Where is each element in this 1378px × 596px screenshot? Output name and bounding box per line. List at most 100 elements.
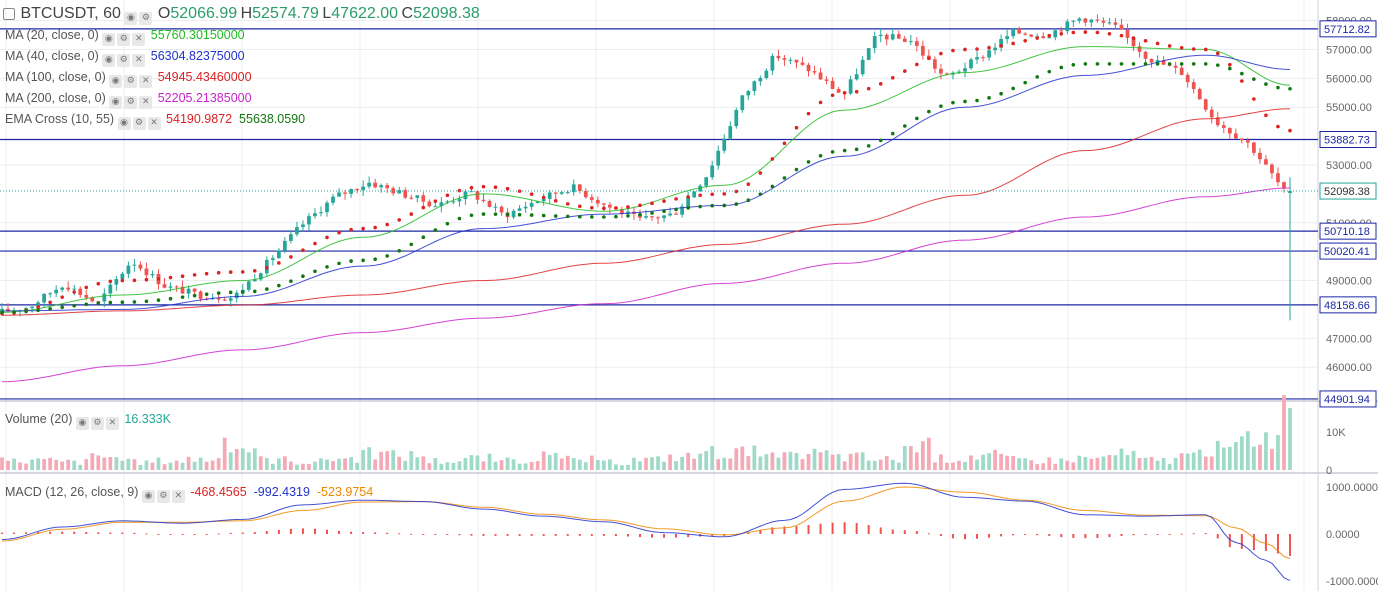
- ema-slow-dot: [48, 307, 52, 311]
- close-icon[interactable]: ✕: [105, 417, 119, 430]
- eye-icon[interactable]: ◉: [102, 33, 116, 46]
- eye-icon[interactable]: ◉: [75, 417, 89, 430]
- candle-body: [758, 78, 763, 82]
- indicator-ma100[interactable]: MA (100, close, 0) ◉ ⚙ ✕ 54945.43460000: [5, 68, 252, 88]
- ema-slow-dot: [1059, 65, 1064, 70]
- volume-bar: [812, 448, 817, 470]
- close-icon[interactable]: ✕: [132, 54, 146, 67]
- gear-icon[interactable]: ⚙: [117, 54, 131, 67]
- macd-histogram-bar: [85, 531, 88, 534]
- macd-histogram-bar: [169, 534, 172, 535]
- candle-body: [794, 59, 799, 63]
- gear-icon[interactable]: ⚙: [139, 12, 153, 25]
- volume-label: Volume (20): [5, 412, 73, 426]
- volume-bar: [746, 456, 751, 470]
- ema-fast-dot: [1228, 62, 1232, 67]
- ema-fast-dot: [590, 206, 594, 210]
- close-icon[interactable]: ✕: [139, 96, 153, 109]
- volume-bar: [433, 458, 438, 470]
- ema-slow-dot: [1276, 85, 1280, 90]
- volume-bar: [1053, 463, 1058, 470]
- candle-body: [914, 41, 919, 46]
- ema-slow-dot: [722, 203, 727, 208]
- ema-fast-dot: [265, 265, 269, 270]
- volume-bar: [951, 462, 955, 470]
- candle-body: [686, 197, 690, 207]
- macd-histogram-bar: [434, 534, 437, 535]
- ema-fast-dot: [939, 51, 943, 56]
- volume-bar: [1155, 460, 1160, 470]
- macd-histogram-bar: [638, 534, 641, 538]
- volume-bar: [144, 460, 149, 470]
- ema-fast-dot: [903, 69, 907, 73]
- volume-bar: [987, 453, 991, 470]
- gear-icon[interactable]: ⚙: [117, 33, 131, 46]
- candle-body: [132, 264, 137, 266]
- indicator-ma40[interactable]: MA (40, close, 0) ◉ ⚙ ✕ 56304.82375000: [5, 47, 245, 67]
- macd-histogram-bar: [939, 534, 942, 537]
- volume-bar: [421, 456, 426, 470]
- candle-body: [1137, 46, 1142, 52]
- eye-icon[interactable]: ◉: [109, 75, 123, 88]
- ema-fast-dot: [445, 193, 450, 198]
- volume-bar: [1197, 449, 1202, 470]
- ema-fast-dot: [565, 202, 570, 206]
- candle-body: [403, 190, 408, 198]
- gear-icon[interactable]: ⚙: [132, 117, 146, 130]
- close-icon[interactable]: ✕: [132, 33, 146, 46]
- volume-bar: [78, 464, 83, 470]
- volume-legend[interactable]: Volume (20) ◉ ⚙ ✕ 16.333K: [5, 410, 171, 430]
- gear-icon[interactable]: ⚙: [156, 490, 170, 503]
- macd-histogram-bar: [1024, 534, 1027, 535]
- last-price-tag: [1319, 182, 1377, 200]
- macd-legend[interactable]: MACD (12, 26, close, 9) ◉ ⚙ ✕ -468.4565 -9…: [5, 483, 373, 503]
- candle-body: [848, 79, 853, 94]
- candle-body: [698, 185, 703, 192]
- gear-icon[interactable]: ⚙: [90, 417, 104, 430]
- ema-fast-dot: [48, 300, 52, 305]
- ema-slow-dot: [120, 300, 125, 305]
- volume-bar: [800, 459, 805, 470]
- volume-bar: [752, 445, 757, 470]
- close-icon[interactable]: ✕: [171, 490, 185, 503]
- ema-fast-dot: [240, 270, 245, 274]
- volume-bar: [90, 453, 95, 470]
- ema-slow-dot: [144, 299, 149, 304]
- eye-icon[interactable]: ◉: [141, 490, 155, 503]
- candle-body: [884, 34, 889, 40]
- indicator-ma20[interactable]: MA (20, close, 0) ◉ ⚙ ✕ 55760.30150000: [5, 26, 245, 46]
- ema-fast-dot: [337, 230, 341, 235]
- volume-bar: [427, 463, 432, 470]
- ema-slow-dot: [1095, 62, 1100, 66]
- candle-body: [445, 201, 450, 203]
- macd-histogram-bar: [61, 531, 64, 534]
- gear-icon[interactable]: ⚙: [124, 75, 138, 88]
- candle-body: [896, 34, 901, 39]
- ema-slow-dot: [590, 215, 594, 219]
- candle-body: [987, 50, 991, 58]
- candle-body: [680, 206, 684, 215]
- ema-slow-dot: [1023, 80, 1027, 85]
- volume-bar: [180, 462, 185, 470]
- eye-icon[interactable]: ◉: [102, 54, 116, 67]
- eye-icon[interactable]: ◉: [124, 12, 138, 25]
- candle-body: [1131, 37, 1136, 47]
- ema-fast-dot: [915, 62, 919, 67]
- ema-fast-dot: [1191, 47, 1196, 51]
- collapse-icon[interactable]: [3, 8, 15, 20]
- indicator-ma200[interactable]: MA (200, close, 0) ◉ ⚙ ✕ 52205.21385000: [5, 89, 252, 109]
- ema-slow-dot: [1047, 69, 1052, 74]
- ema-fast-dot: [541, 195, 546, 200]
- gear-icon[interactable]: ⚙: [124, 96, 138, 109]
- indicator-ema-cross[interactable]: EMA Cross (10, 55) ◉ ⚙ ✕ 54190.9872 55638.…: [5, 110, 305, 130]
- eye-icon[interactable]: ◉: [109, 96, 123, 109]
- volume-bar: [860, 452, 865, 470]
- volume-bar: [836, 454, 841, 470]
- candle-body: [776, 55, 781, 59]
- close-icon[interactable]: ✕: [139, 75, 153, 88]
- close-icon[interactable]: ✕: [147, 117, 161, 130]
- eye-icon[interactable]: ◉: [117, 117, 131, 130]
- volume-bar: [1288, 408, 1292, 470]
- candle-body: [373, 182, 378, 188]
